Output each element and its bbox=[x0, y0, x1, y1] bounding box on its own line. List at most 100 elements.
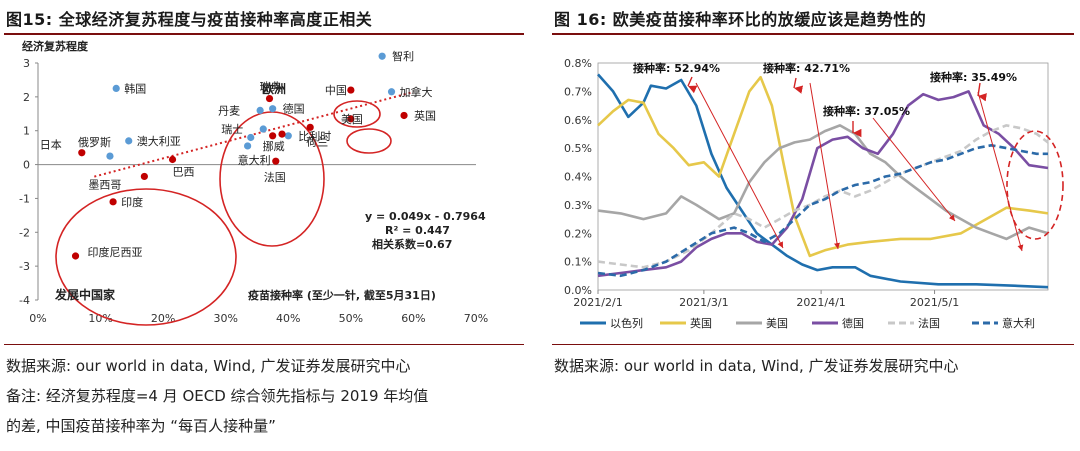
scatter-point bbox=[112, 84, 120, 92]
scatter-point bbox=[269, 105, 277, 113]
line-annotation-pointer bbox=[793, 77, 804, 94]
left-figure-title: 图15: 全球经济复苏程度与疫苗接种率高度正相关 bbox=[6, 10, 373, 29]
line-chart: 0.0% 0.1% 0.2% 0.3% 0.4% 0.5% 0.6% 0.7% 0.8% 2021… bbox=[564, 57, 1064, 330]
line-y-tick-label: 0.4% bbox=[564, 171, 592, 184]
recent-trend-circle bbox=[1006, 130, 1064, 240]
scatter-point-label: 比利时 bbox=[298, 130, 331, 143]
line-y-tick-label: 0.7% bbox=[564, 85, 592, 98]
left-remark-line-2: 的差, 中国疫苗接种率为 “每百人接种量” bbox=[6, 417, 276, 435]
left-source-note: 数据来源: our world in data, Wind, 广发证券发展研究中… bbox=[6, 357, 411, 375]
scatter-point bbox=[71, 252, 80, 260]
scatter-point bbox=[269, 132, 277, 140]
scatter-point-label: 丹麦 bbox=[218, 104, 240, 117]
scatter-y-tick-label: 3 bbox=[23, 57, 30, 70]
scatter-point bbox=[347, 115, 355, 123]
line-x-tick-label: 2021/2/1 bbox=[573, 296, 622, 309]
scatter-x-tick-label: 0% bbox=[29, 312, 46, 325]
line-series-path bbox=[597, 73, 1049, 289]
line-series-path bbox=[597, 144, 1048, 278]
scatter-x-tick-label: 10% bbox=[88, 312, 112, 325]
scatter-point-label: 意大利 bbox=[238, 153, 271, 167]
left-figure-panel: 图15: 全球经济复苏程度与疫苗接种率高度正相关 经济复苏程度 -4 -3 -2 -1… bbox=[0, 0, 530, 451]
legend-label: 美国 bbox=[766, 317, 788, 330]
developing-label: 发展中国家 bbox=[54, 287, 116, 302]
scatter-point-label: 智利 bbox=[392, 49, 414, 63]
usa-circle bbox=[346, 128, 392, 154]
scatter-point-label: 法国 bbox=[264, 170, 286, 184]
scatter-point bbox=[387, 88, 396, 96]
europe-label: 欧洲 bbox=[262, 81, 286, 96]
line-x-tick-label: 2021/5/1 bbox=[910, 296, 959, 309]
line-y-tick-label: 0.3% bbox=[564, 199, 592, 212]
scatter-x-tick-label: 50% bbox=[339, 312, 363, 325]
legend-label: 法国 bbox=[918, 316, 940, 330]
line-series-path bbox=[597, 124, 1049, 241]
scatter-point bbox=[168, 155, 177, 164]
legend-label: 德国 bbox=[842, 316, 864, 330]
scatter-point bbox=[400, 111, 408, 120]
scatter-point-label: 瑞士 bbox=[221, 122, 243, 136]
line-annotation-label: 接种率: 42.71% bbox=[763, 61, 850, 75]
scatter-point bbox=[259, 125, 267, 133]
scatter-point-label: 挪威 bbox=[263, 139, 285, 153]
line-x-tick-label: 2021/4/1 bbox=[796, 296, 845, 309]
line-annotation-pointer bbox=[687, 76, 698, 94]
china-circle bbox=[333, 100, 381, 128]
scatter-point bbox=[265, 94, 274, 103]
legend-label: 以色列 bbox=[610, 316, 643, 330]
left-remark-line-1: 备注: 经济复苏程度=4 月 OECD 综合领先指标与 2019 年均值 bbox=[6, 387, 429, 405]
left-title-rule bbox=[4, 33, 524, 35]
scatter-y-label: 经济复苏程度 bbox=[22, 39, 89, 53]
scatter-y-tick-label: -4 bbox=[19, 294, 30, 307]
line-annotation-arrow bbox=[872, 117, 956, 222]
line-y-tick-label: 0.1% bbox=[564, 256, 592, 269]
scatter-point bbox=[378, 52, 386, 60]
right-bottom-rule bbox=[552, 344, 1074, 345]
line-y-tick-label: 0.6% bbox=[564, 114, 592, 127]
line-plot-frame bbox=[597, 62, 1049, 291]
line-series bbox=[597, 73, 1049, 289]
regression-r2: R² = 0.447 bbox=[385, 224, 450, 237]
scatter-point-label: 巴西 bbox=[173, 165, 195, 178]
regression-equation: y = 0.049x - 0.7964 bbox=[365, 210, 486, 223]
line-annotations: 接种率: 52.94% 接种率: 42.71% 接种率: 37.05% 接种率: 35… bbox=[633, 61, 1024, 252]
scatter-point-label: 澳大利亚 bbox=[137, 134, 181, 148]
scatter-point-label: 印度 bbox=[121, 195, 143, 209]
scatter-x-tick-label: 70% bbox=[464, 312, 488, 325]
line-axes: 0.0% 0.1% 0.2% 0.3% 0.4% 0.5% 0.6% 0.7% 0.8% 2021… bbox=[564, 57, 1049, 309]
scatter-point-label: 德国 bbox=[283, 102, 305, 116]
scatter-y-tick-label: -1 bbox=[19, 192, 30, 205]
line-series-path bbox=[597, 75, 1049, 258]
scatter-point bbox=[272, 157, 280, 165]
line-annotation-label: 接种率: 35.49% bbox=[930, 70, 1017, 84]
scatter-y-tick-label: -3 bbox=[19, 260, 30, 273]
scatter-point bbox=[106, 152, 114, 160]
scatter-point-label: 英国 bbox=[414, 108, 436, 122]
scatter-point-label: 墨西哥 bbox=[88, 178, 121, 191]
scatter-x-label: 疫苗接种率 (至少一针, 截至5月31日) bbox=[248, 288, 436, 302]
line-annotation-label: 接种率: 52.94% bbox=[633, 61, 720, 75]
line-series-path bbox=[597, 90, 1049, 278]
line-annotation-arrow bbox=[695, 82, 784, 249]
line-y-tick-label: 0.8% bbox=[564, 57, 592, 70]
right-figure-title: 图 16: 欧美疫苗接种率环比的放缓应该是趋势性的 bbox=[554, 10, 927, 29]
line-y-tick-label: 0.5% bbox=[564, 142, 592, 155]
right-figure-panel: 图 16: 欧美疫苗接种率环比的放缓应该是趋势性的 0.0% 0.1% 0.2% 0.… bbox=[548, 0, 1080, 451]
scatter-y-tick-label: 1 bbox=[23, 125, 30, 138]
scatter-point bbox=[284, 132, 292, 140]
scatter-point bbox=[278, 130, 286, 138]
scatter-y-tick-label: -2 bbox=[19, 226, 30, 239]
scatter-point-label: 瑞典 bbox=[260, 80, 282, 94]
legend-label: 英国 bbox=[690, 316, 712, 330]
scatter-point bbox=[78, 149, 86, 157]
scatter-point bbox=[247, 133, 255, 142]
legend-label: 意大利 bbox=[1002, 316, 1035, 330]
scatter-trendline-group bbox=[94, 91, 414, 178]
scatter-x-tick-label: 60% bbox=[401, 312, 425, 325]
line-series-path bbox=[597, 124, 1049, 269]
right-title-rule bbox=[552, 33, 1074, 35]
scatter-x-tick-label: 20% bbox=[151, 312, 175, 325]
scatter-point bbox=[125, 137, 133, 145]
